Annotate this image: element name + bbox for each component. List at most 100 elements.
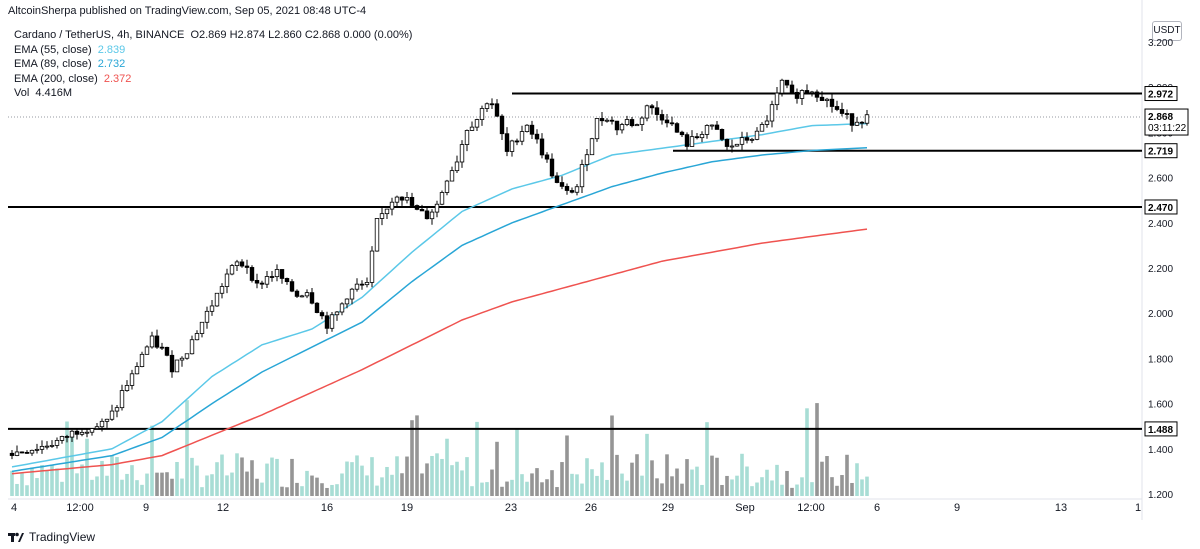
- volume-bar: [610, 415, 614, 496]
- candle-down: [724, 138, 730, 147]
- volume-bar: [495, 441, 499, 496]
- volume-bar: [460, 470, 464, 496]
- volume-bar: [400, 473, 404, 496]
- level-price-label: 1.488: [1148, 425, 1173, 436]
- legend-volume-row[interactable]: Vol 4.416M: [14, 86, 412, 101]
- volume-bar: [640, 475, 644, 496]
- candle-up: [274, 269, 280, 278]
- volume-bar: [465, 457, 469, 496]
- candle-down: [599, 118, 605, 122]
- y-tick-label: 2.200: [1148, 264, 1173, 275]
- candle-up: [759, 124, 765, 132]
- volume-bar: [445, 438, 449, 496]
- volume-bar: [605, 479, 609, 496]
- candle-up: [49, 444, 55, 447]
- x-tick-label: 16: [321, 502, 333, 514]
- volume-bar: [320, 483, 324, 496]
- candle-up: [479, 108, 485, 120]
- candle-down: [279, 269, 285, 279]
- candle-down: [609, 119, 615, 122]
- volume-bar: [235, 453, 239, 496]
- volume-bar: [490, 469, 494, 496]
- candle-up: [734, 143, 740, 147]
- candle-down: [284, 278, 290, 283]
- ema89-label: EMA (89, close): [14, 58, 92, 71]
- candle-down: [409, 197, 415, 206]
- currency-badge[interactable]: USDT: [1152, 21, 1182, 41]
- volume-bar: [865, 476, 869, 496]
- candle-down: [794, 91, 800, 99]
- volume-bar: [95, 476, 99, 496]
- candle-up: [59, 436, 65, 441]
- volume-bar: [135, 480, 139, 496]
- volume-bar: [525, 481, 529, 496]
- volume-bar: [735, 475, 739, 496]
- candle-up: [754, 130, 760, 140]
- volume-bar: [660, 483, 664, 496]
- tradingview-footer[interactable]: TradingView: [8, 530, 95, 544]
- volume-bar: [520, 474, 524, 496]
- candle-up: [114, 407, 120, 412]
- candle-up: [194, 333, 200, 341]
- legend-symbol-row: Cardano / TetherUS, 4h, BINANCE O2.869 H…: [14, 28, 412, 43]
- y-tick-label: 1.200: [1148, 490, 1173, 501]
- candle-up: [739, 137, 745, 145]
- candle-up: [384, 208, 390, 215]
- volume-bar: [105, 475, 109, 496]
- volume-bar: [430, 455, 434, 496]
- candle-down: [744, 137, 750, 141]
- volume-bar: [20, 472, 24, 496]
- volume-bar: [665, 454, 669, 496]
- candle-down: [859, 121, 865, 124]
- volume-bar: [555, 487, 559, 496]
- legend-ema55-row[interactable]: EMA (55, close) 2.839: [14, 43, 412, 58]
- volume-bar: [855, 463, 859, 496]
- candle-down: [784, 79, 790, 86]
- candle-up: [509, 140, 515, 152]
- candle-up: [144, 346, 150, 355]
- candle-up: [769, 104, 775, 122]
- volume-bar: [200, 487, 204, 496]
- volume-bar: [755, 482, 759, 496]
- volume-bar: [615, 454, 619, 496]
- candle-down: [669, 122, 675, 125]
- x-tick-label: 19: [401, 502, 413, 514]
- volume-bar: [55, 468, 59, 496]
- volume-bar: [325, 487, 329, 496]
- symbol-label[interactable]: Cardano / TetherUS, 4h, BINANCE: [14, 29, 185, 41]
- volume-bar: [220, 454, 224, 496]
- volume-bar: [415, 415, 419, 496]
- legend-ema200-row[interactable]: EMA (200, close) 2.372: [14, 72, 412, 87]
- candle-up: [109, 410, 115, 420]
- candle-down: [359, 283, 365, 286]
- legend-ema89-row[interactable]: EMA (89, close) 2.732: [14, 57, 412, 72]
- x-tick-label: 29: [662, 502, 674, 514]
- candle-down: [254, 280, 260, 284]
- x-tick-label: 9: [954, 502, 960, 514]
- candle-down: [654, 107, 660, 115]
- candle-down: [719, 129, 725, 140]
- candle-up: [429, 211, 435, 220]
- y-tick-label: 1.400: [1148, 445, 1173, 456]
- volume-bar: [690, 469, 694, 496]
- level-price-tag: [1144, 86, 1178, 102]
- candle-down: [684, 134, 690, 147]
- volume-bar: [25, 485, 29, 496]
- volume-bar: [370, 457, 374, 496]
- volume-bar: [275, 458, 279, 496]
- volume-label: Vol: [14, 87, 30, 100]
- volume-bar: [50, 464, 54, 496]
- candle-up: [219, 286, 225, 294]
- volume-bar: [60, 481, 64, 496]
- publish-header: AltcoinSherpa published on TradingView.c…: [8, 5, 367, 17]
- last-price-countdown: 03:11:22: [1148, 123, 1187, 134]
- volume-bar: [455, 461, 459, 496]
- candle-up: [404, 197, 410, 201]
- candle-up: [299, 295, 305, 298]
- y-tick-label: 2.400: [1148, 219, 1173, 230]
- candle-down: [324, 315, 330, 329]
- volume-bar: [45, 470, 49, 496]
- last-price-value: 2.868: [1148, 112, 1173, 123]
- volume-bar: [295, 482, 299, 496]
